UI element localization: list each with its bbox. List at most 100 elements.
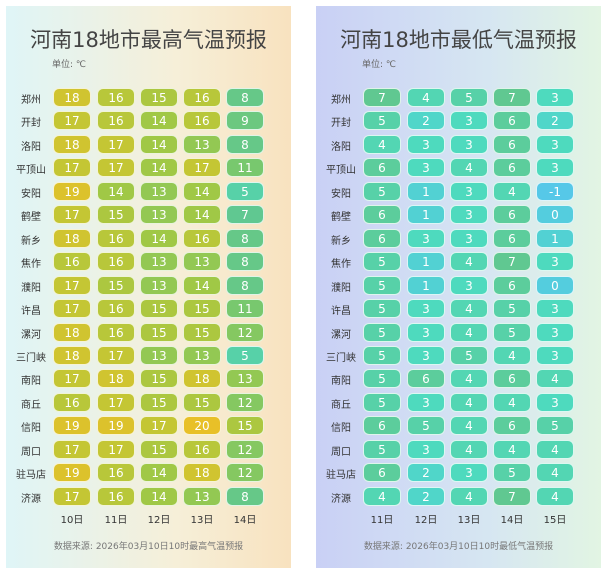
- temperature-cell: 5: [450, 345, 488, 365]
- temperature-cell: 5: [363, 369, 401, 389]
- temperature-cell: 17: [53, 439, 91, 459]
- temperature-cell: 15: [140, 88, 178, 107]
- temperature-cell: 6: [493, 111, 531, 131]
- temperature-cell: 16: [183, 439, 221, 459]
- temperature-cell: 3: [450, 111, 488, 131]
- city-label: 济源: [331, 493, 351, 505]
- city-label: 鹤壁: [331, 212, 351, 224]
- city-label: 濮阳: [331, 282, 351, 294]
- temperature-cell: 4: [450, 392, 488, 412]
- temperature-cell: 13: [183, 134, 221, 154]
- temperature-cell: 16: [97, 252, 135, 272]
- day-label: 14日: [233, 515, 257, 526]
- temperature-cell: 11: [226, 299, 264, 319]
- temperature-cell: 6: [493, 369, 531, 389]
- temperature-cell: 4: [450, 299, 488, 319]
- temperature-cell: 17: [53, 275, 91, 295]
- temperature-cell: 5: [363, 439, 401, 459]
- city-label: 驻马店: [326, 470, 356, 482]
- temperature-cell: 4: [493, 392, 531, 412]
- city-label: 济源: [21, 493, 41, 505]
- temperature-cell: 6: [363, 463, 401, 483]
- city-label: 开封: [21, 118, 41, 130]
- temperature-cell: 4: [450, 439, 488, 459]
- temperature-cell: 17: [97, 345, 135, 365]
- temperature-cell: 5: [226, 181, 264, 201]
- temperature-cell: 3: [407, 134, 445, 154]
- temperature-cell: 3: [536, 299, 574, 319]
- day-label: 14日: [500, 515, 524, 526]
- day-label: 10日: [60, 515, 84, 526]
- temperature-cell: 17: [97, 134, 135, 154]
- temperature-cell: 4: [450, 369, 488, 389]
- city-label: 焦作: [21, 259, 41, 271]
- city-label: 开封: [331, 118, 351, 130]
- temperature-cell: 15: [140, 322, 178, 342]
- temperature-cell: 4: [536, 463, 574, 483]
- temperature-cell: 16: [97, 111, 135, 131]
- temperature-cell: 14: [140, 158, 178, 178]
- temperature-cell: 15: [140, 392, 178, 412]
- city-label: 漯河: [331, 329, 351, 341]
- temperature-cell: 17: [53, 369, 91, 389]
- temperature-cell: 15: [140, 299, 178, 319]
- temperature-cell: 6: [493, 205, 531, 225]
- temperature-cell: 3: [536, 345, 574, 365]
- temperature-cell: 18: [183, 463, 221, 483]
- temperature-cell: 18: [97, 369, 135, 389]
- temperature-cell: 3: [407, 228, 445, 248]
- temperature-cell: 3: [536, 134, 574, 154]
- city-label: 许昌: [331, 306, 351, 318]
- panel: 河南18地市最高气温预报 单位: ℃ 数据来源: 2026年03月10日10时最…: [6, 6, 291, 568]
- temperature-cell: 14: [140, 228, 178, 248]
- panel-title: 河南18地市最低气温预报: [340, 28, 577, 52]
- city-label: 郑州: [331, 95, 351, 106]
- temperature-cell: 4: [536, 369, 574, 389]
- temperature-cell: 6: [493, 134, 531, 154]
- temperature-cell: 19: [53, 416, 91, 436]
- panel-title: 河南18地市最高气温预报: [30, 28, 267, 52]
- temperature-cell: 13: [183, 486, 221, 506]
- temperature-cell: 7: [493, 486, 531, 506]
- temperature-cell: 15: [140, 439, 178, 459]
- unit-label: 单位: ℃: [52, 60, 87, 70]
- city-label: 鹤壁: [21, 212, 41, 224]
- temperature-cell: 16: [183, 88, 221, 107]
- temperature-cell: 5: [536, 416, 574, 436]
- temperature-cell: 18: [53, 88, 91, 107]
- city-label: 商丘: [331, 399, 351, 411]
- city-label: 商丘: [21, 399, 41, 411]
- temperature-cell: 7: [493, 88, 531, 107]
- city-label: 三门峡: [16, 352, 46, 364]
- temperature-cell: 8: [226, 486, 264, 506]
- temperature-cell: 17: [97, 392, 135, 412]
- temperature-cell: 2: [407, 463, 445, 483]
- city-label: 郑州: [21, 95, 41, 106]
- temperature-cell: 6: [363, 228, 401, 248]
- temperature-cell: 5: [493, 322, 531, 342]
- source-note: 数据来源: 2026年03月10日10时最高气温预报: [53, 542, 244, 552]
- temperature-cell: 3: [407, 439, 445, 459]
- temperature-cell: 8: [226, 228, 264, 248]
- city-label: 洛阳: [331, 141, 351, 153]
- temperature-cell: 1: [407, 181, 445, 201]
- temperature-cell: 4: [493, 181, 531, 201]
- city-label: 许昌: [21, 306, 41, 318]
- temperature-cell: 4: [493, 345, 531, 365]
- temperature-cell: 8: [226, 275, 264, 295]
- temperature-cell: 15: [183, 299, 221, 319]
- city-label: 平顶山: [16, 165, 46, 177]
- temperature-cell: 11: [226, 158, 264, 178]
- temperature-cell: 8: [226, 88, 264, 107]
- temperature-cell: 17: [140, 416, 178, 436]
- temperature-cell: 16: [53, 392, 91, 412]
- temperature-cell: 5: [363, 322, 401, 342]
- temperature-cell: 4: [536, 486, 574, 506]
- day-label: 12日: [414, 515, 438, 526]
- temperature-cell: 7: [493, 252, 531, 272]
- temperature-cell: 3: [407, 158, 445, 178]
- unit-label: 单位: ℃: [362, 60, 397, 70]
- temperature-cell: 5: [363, 299, 401, 319]
- temperature-cell: 14: [140, 463, 178, 483]
- city-label: 安阳: [21, 188, 41, 200]
